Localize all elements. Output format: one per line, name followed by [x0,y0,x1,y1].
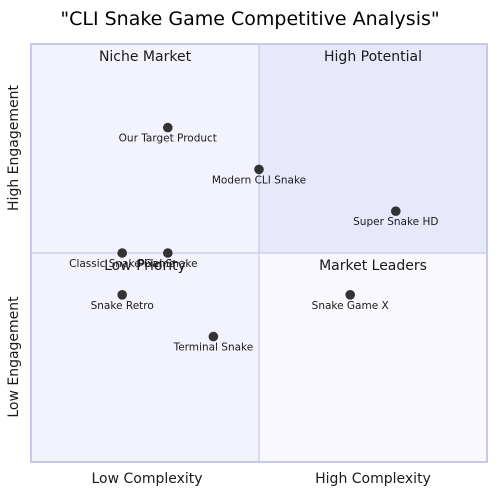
point-terminal-snake [208,331,219,342]
y-axis-low-label: Low Engagement [6,296,22,418]
x-axis-high-label: High Complexity [315,471,431,487]
point-super-snake-hd [391,206,401,216]
quadrant-label-bottom-left: Low Priority [104,258,186,274]
quadrant-label-top-right: High Potential [324,49,422,65]
points-layer: Our Target Product Modern CLI Snake Super … [69,122,438,354]
quadrant-bottom-right [259,253,487,462]
point-label-modern-cli-snake: Modern CLI Snake [212,174,306,186]
x-axis-low-label: Low Complexity [91,471,202,487]
point-modern-cli-snake [254,164,264,175]
point-label-snake-game-x: Snake Game X [312,300,389,312]
quadrant-bottom-left [31,253,259,462]
chart-title: "CLI Snake Game Competitive Analysis" [60,8,439,30]
quadrant-label-bottom-right: Market Leaders [319,258,427,274]
point-our-target-product [163,122,173,133]
quadrant-top-left [31,44,259,253]
point-label-classic-snake-game: Classic Snake Game [69,258,175,270]
point-snake-game-x [345,290,356,300]
plot-border [30,43,488,463]
y-axis-high-label: High Engagement [6,85,22,211]
point-label-snake-retro: Snake Retro [91,300,154,312]
point-classic-snake-game [117,248,127,258]
point-label-pixel-snake: Pixel Snake [138,258,198,270]
point-label-terminal-snake: Terminal Snake [173,342,254,354]
point-pixel-snake [163,248,173,258]
point-label-our-target-product: Our Target Product [119,133,217,145]
point-label-super-snake-hd: Super Snake HD [353,216,438,228]
quadrant-label-top-left: Niche Market [99,49,192,65]
quadrant-top-right [259,44,487,253]
point-snake-retro [117,290,127,300]
